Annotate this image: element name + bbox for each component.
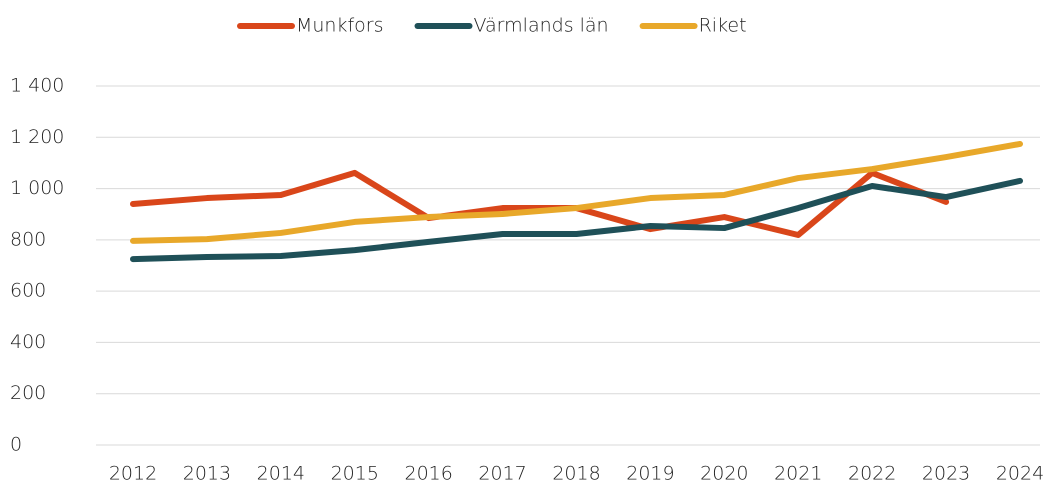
series-line	[130, 177, 1023, 263]
x-tick-label: 2015	[331, 463, 379, 485]
y-tick-label: 0	[10, 434, 22, 456]
x-tick-label: 2021	[774, 463, 822, 485]
x-tick-label: 2024	[996, 463, 1044, 485]
y-tick-label: 1 400	[10, 75, 64, 97]
x-tick-label: 2023	[922, 463, 970, 485]
y-tick-label: 600	[10, 280, 46, 302]
series-line	[130, 140, 1023, 244]
y-tick-label: 400	[10, 331, 46, 353]
x-tick-label: 2018	[552, 463, 600, 485]
legend-label: Riket	[699, 15, 747, 37]
x-tick-label: 2012	[109, 463, 157, 485]
legend-label: Värmlands län	[474, 15, 609, 37]
x-tick-label: 2022	[848, 463, 896, 485]
legend-label: Munkfors	[296, 15, 384, 37]
series-line	[130, 169, 950, 238]
y-tick-label: 200	[10, 382, 46, 404]
y-tick-label: 1 200	[10, 126, 64, 148]
x-tick-label: 2013	[183, 463, 231, 485]
y-tick-label: 1 000	[10, 177, 64, 199]
x-tick-label: 2014	[257, 463, 305, 485]
x-tick-label: 2019	[626, 463, 674, 485]
x-tick-label: 2017	[478, 463, 526, 485]
x-tick-label: 2020	[700, 463, 748, 485]
x-tick-label: 2016	[404, 463, 452, 485]
y-tick-label: 800	[10, 228, 46, 250]
